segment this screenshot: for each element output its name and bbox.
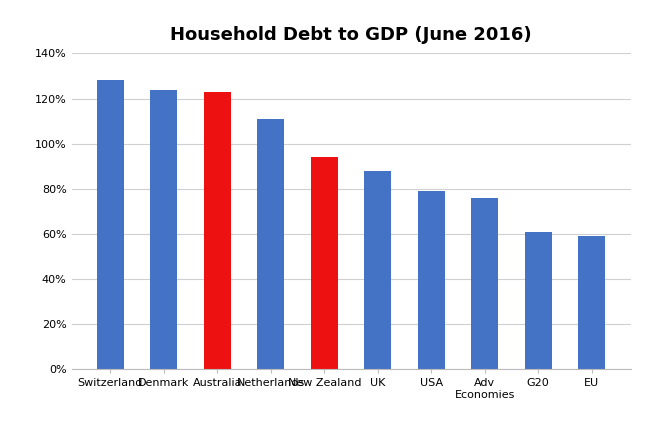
Bar [150, 89, 177, 369]
Title: Household Debt to GDP (June 2016): Household Debt to GDP (June 2016) [170, 25, 532, 44]
Bar [525, 232, 552, 369]
Bar [97, 81, 124, 369]
Bar [471, 198, 498, 369]
Bar [257, 119, 284, 369]
Bar [578, 236, 605, 369]
Bar [204, 92, 231, 369]
Bar [365, 171, 391, 369]
Bar [311, 157, 337, 369]
Bar [418, 191, 445, 369]
